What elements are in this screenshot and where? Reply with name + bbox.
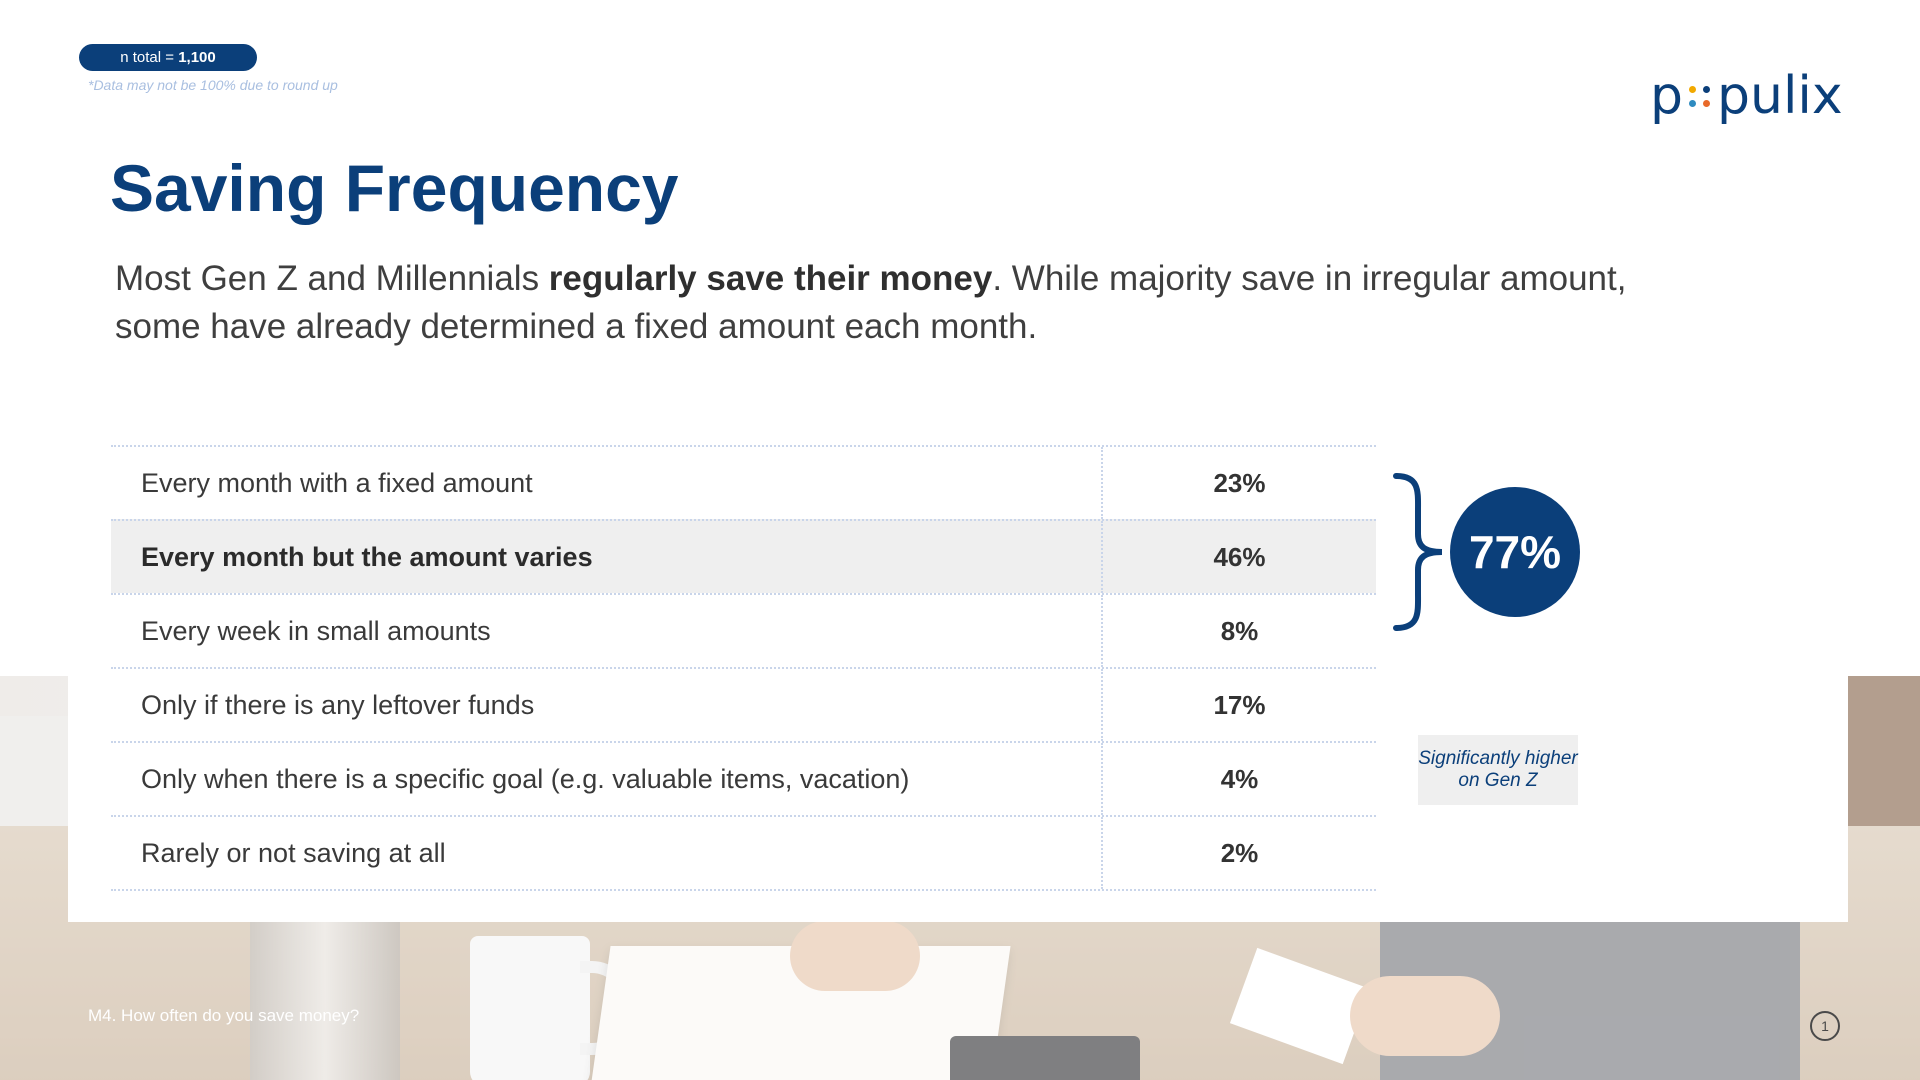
sample-size-badge: n total = 1,100 (79, 44, 257, 71)
row-label: Every month but the amount varies (111, 521, 1103, 593)
table-row: Every month but the amount varies 46% (111, 519, 1376, 593)
photo-calculator (950, 1036, 1140, 1080)
logo-dots-icon (1685, 74, 1715, 118)
survey-question: M4. How often do you save money? (88, 1006, 360, 1025)
saving-frequency-table: Every month with a fixed amount 23% Every … (111, 445, 1376, 891)
row-label: Only when there is a specific goal (e.g.… (111, 743, 1103, 815)
combined-percentage-circle: 77% (1450, 487, 1580, 617)
page-number: 1 (1810, 1011, 1840, 1041)
populix-logo: p pulix (1650, 66, 1843, 126)
table-row: Every week in small amounts 8% (111, 593, 1376, 667)
table-row: Rarely or not saving at all 2% (111, 815, 1376, 891)
table-row: Every month with a fixed amount 23% (111, 445, 1376, 519)
row-value: 4% (1220, 763, 1259, 794)
group-brace-icon (1393, 473, 1443, 631)
row-label: Only if there is any leftover funds (111, 669, 1103, 741)
photo-hand-right (1350, 976, 1500, 1056)
rounding-disclaimer: *Data may not be 100% due to round up (88, 77, 338, 93)
row-value: 46% (1213, 541, 1266, 572)
row-value: 23% (1213, 467, 1266, 498)
table-row: Only if there is any leftover funds 17% (111, 667, 1376, 741)
row-value: 8% (1220, 615, 1259, 646)
page-subtitle: Most Gen Z and Millennials regularly sav… (115, 259, 1627, 346)
photo-mug (470, 936, 590, 1080)
photo-hand (790, 921, 920, 991)
significance-note: Significantly higher on Gen Z (1418, 735, 1578, 805)
row-label: Rarely or not saving at all (111, 817, 1103, 889)
page-title: Saving Frequency (110, 151, 679, 225)
row-value: 2% (1220, 837, 1259, 868)
table-row: Only when there is a specific goal (e.g.… (111, 741, 1376, 815)
row-label: Every week in small amounts (111, 595, 1103, 667)
row-value: 17% (1213, 689, 1266, 720)
photo-jug (250, 906, 400, 1080)
photo-shelf (0, 716, 70, 836)
row-label: Every month with a fixed amount (111, 447, 1103, 519)
